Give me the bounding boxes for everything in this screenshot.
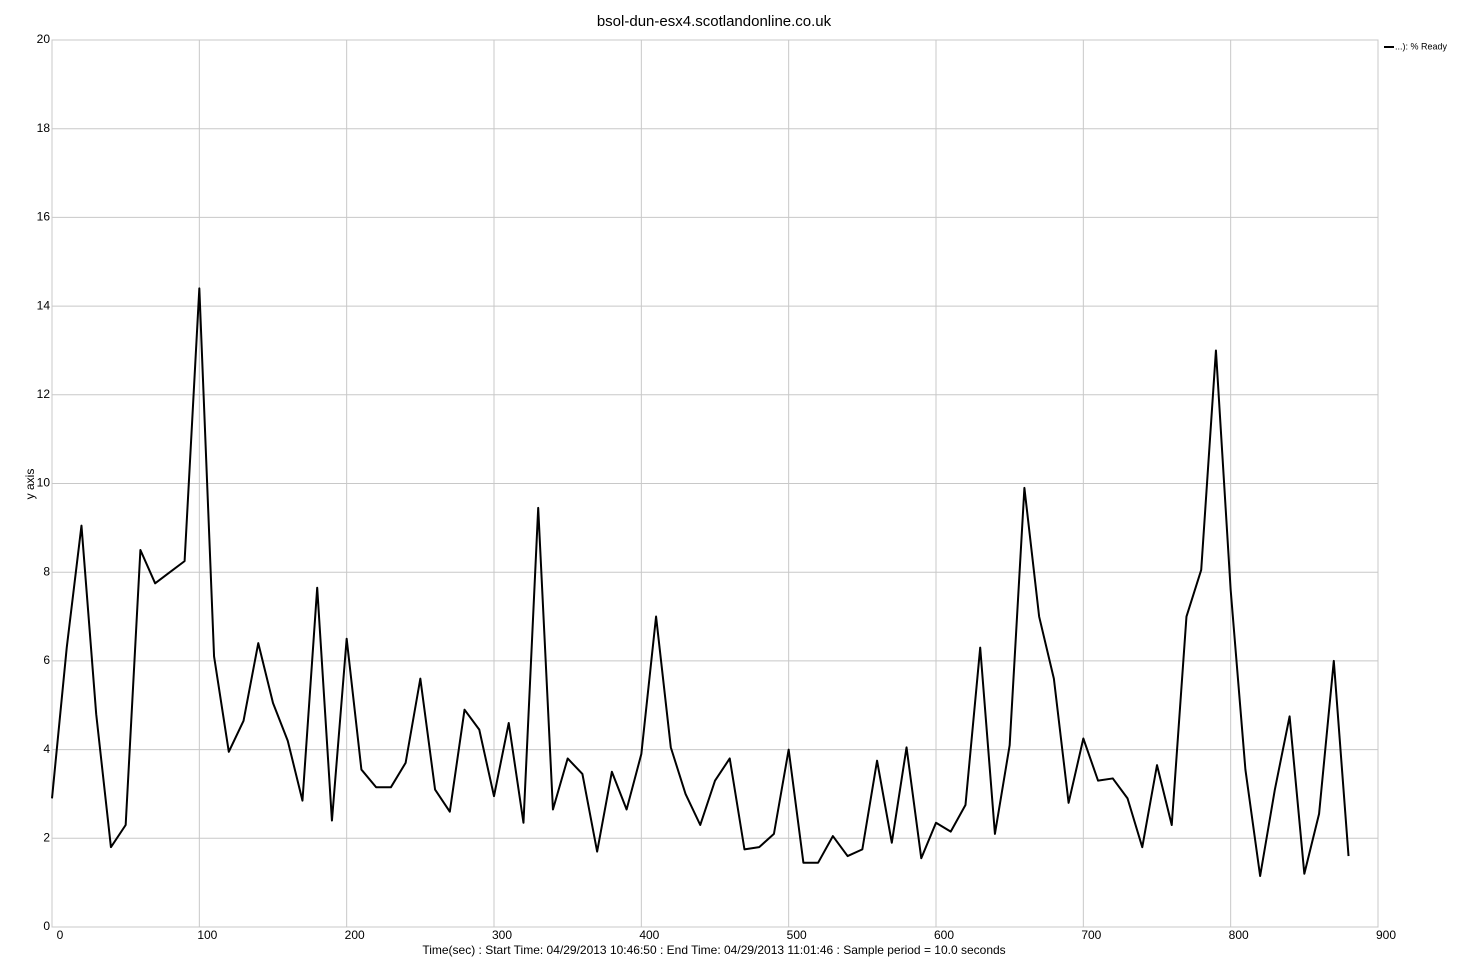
x-tick-label: 0 [57, 928, 64, 942]
y-tick-label: 8 [43, 564, 50, 578]
y-tick-label: 2 [43, 830, 50, 844]
y-tick-label: 14 [37, 298, 51, 312]
x-tick-label: 300 [492, 928, 512, 942]
y-tick-label: 12 [37, 387, 51, 401]
y-tick-label: 0 [43, 919, 50, 933]
x-tick-label: 600 [934, 928, 954, 942]
data-line [51, 287, 1350, 877]
legend-label: ...): % Ready [1395, 41, 1448, 51]
y-tick-label: 18 [37, 121, 51, 135]
x-axis-label: Time(sec) : Start Time: 04/29/2013 10:46… [422, 943, 1005, 957]
plot-frame [51, 39, 1379, 928]
x-tick-label: 200 [345, 928, 365, 942]
y-tick-label: 4 [43, 742, 50, 756]
y-tick-label: 6 [43, 653, 50, 667]
x-tick-label: 800 [1229, 928, 1249, 942]
x-tick-label: 100 [197, 928, 217, 942]
y-tick-label: 16 [37, 210, 51, 224]
y-tick-label: 10 [37, 476, 51, 490]
x-tick-label: 900 [1376, 928, 1396, 942]
x-tick-label: 700 [1081, 928, 1101, 942]
x-tick-label: 500 [787, 928, 807, 942]
y-axis-label: y axis [23, 469, 37, 500]
y-tick-label: 20 [37, 32, 51, 46]
x-tick-label: 400 [639, 928, 659, 942]
chart-title: bsol-dun-esx4.scotlandonline.co.uk [597, 13, 832, 30]
